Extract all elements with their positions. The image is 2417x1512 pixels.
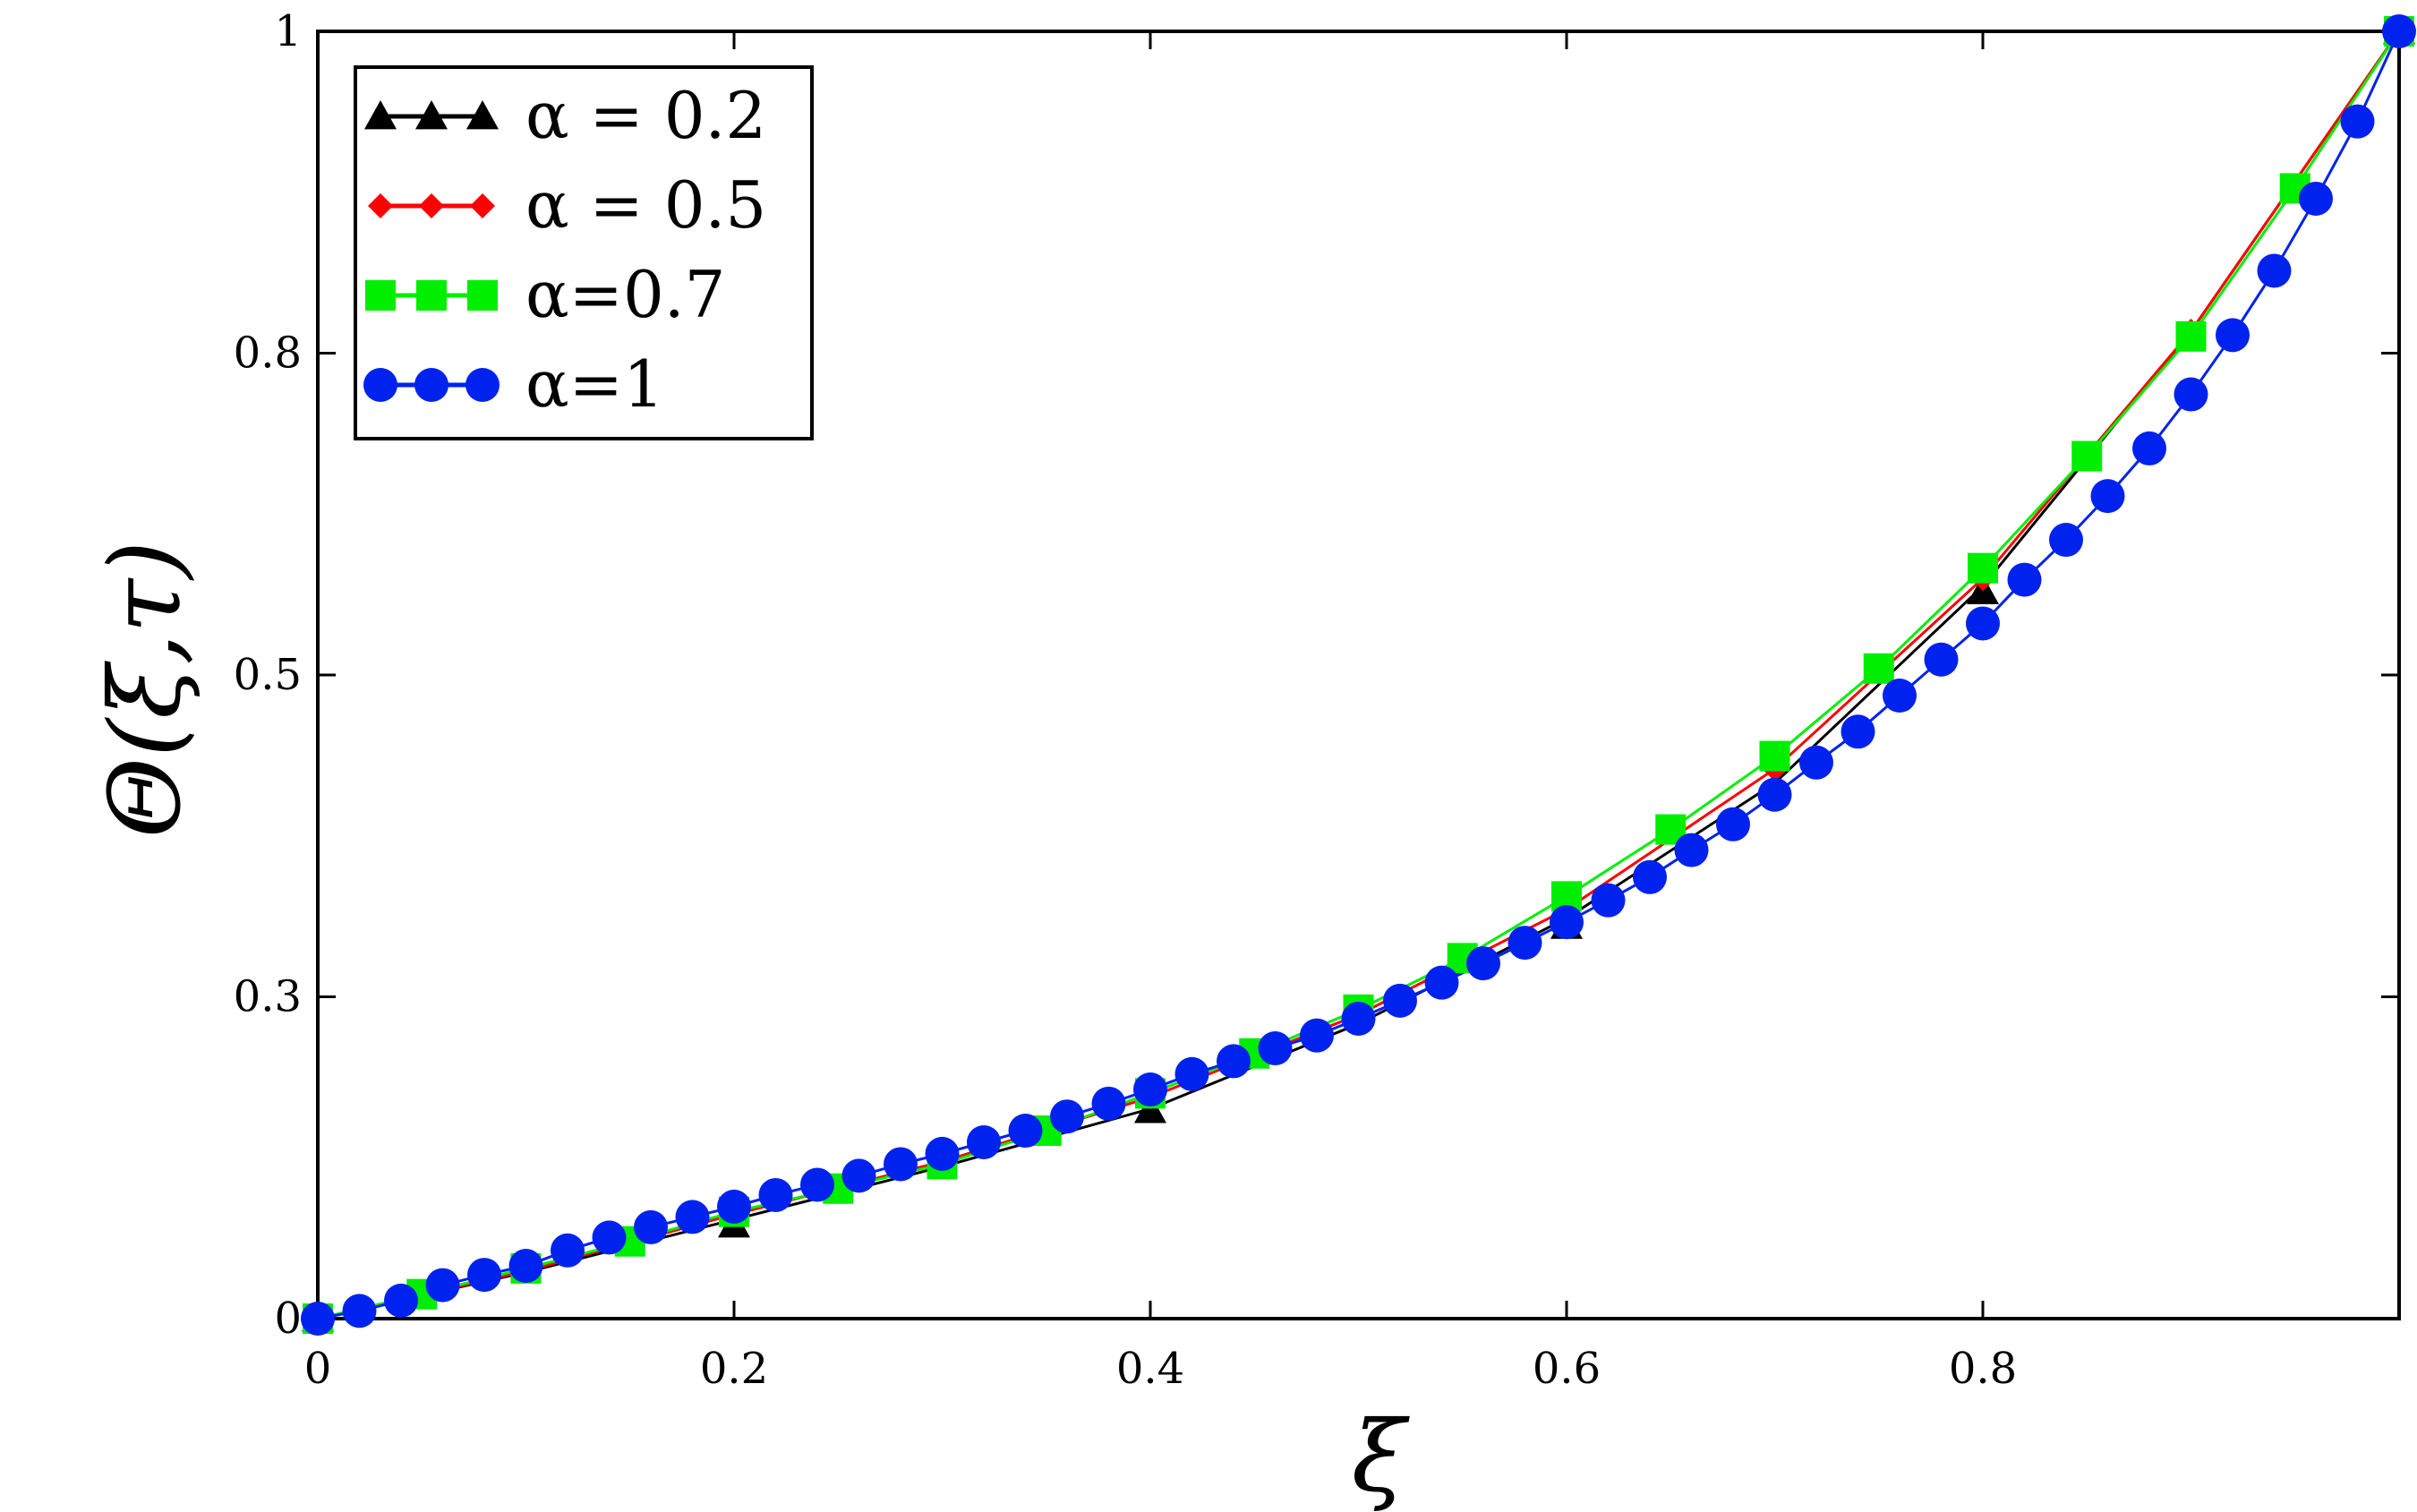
axis-tick-labels: 0 0.2 0.4 0.6 0.8 0 0.3 0.5 0.8 1: [234, 6, 2018, 1394]
y-tick-label: 0.3: [234, 972, 302, 1022]
data-point: [1300, 1018, 1334, 1053]
data-point: [1966, 606, 2000, 641]
x-tick-label: 0.8: [1949, 1344, 2017, 1394]
y-axis-title: Θ(ξ,τ): [88, 541, 202, 838]
legend-label: α = 0.2: [525, 78, 766, 153]
data-point: [1591, 883, 1626, 918]
legend-item: α = 0.2: [364, 78, 766, 153]
data-point: [1863, 653, 1894, 684]
data-point: [384, 1283, 418, 1318]
data-point: [1424, 965, 1459, 1000]
data-point: [758, 1177, 793, 1212]
data-point: [508, 1249, 543, 1284]
series-markers: [301, 14, 2416, 1336]
data-point: [2175, 320, 2207, 352]
data-point: [2340, 104, 2375, 139]
data-point: [800, 1167, 834, 1202]
series-points-3: [301, 14, 2416, 1336]
data-point: [1050, 1099, 1084, 1134]
data-point: [2090, 479, 2125, 514]
legend-marker: [415, 100, 448, 130]
legend-item: α=1: [363, 346, 664, 422]
legend-item: α=0.7: [365, 257, 725, 332]
y-tick-label: 0.8: [234, 329, 302, 379]
data-point: [1383, 983, 1417, 1018]
legend-marker: [416, 280, 447, 311]
data-point: [717, 1189, 751, 1224]
y-tick-label: 0: [274, 1294, 302, 1344]
data-point: [1968, 552, 1998, 584]
legend-marker: [363, 368, 397, 402]
y-tick-label: 1: [274, 6, 302, 56]
x-axis-title: ξ: [1352, 1399, 1411, 1512]
data-point: [1759, 740, 1790, 772]
data-point: [2216, 318, 2250, 353]
x-tick-label: 0: [304, 1344, 332, 1394]
legend-marker: [466, 100, 499, 130]
legend-label: α=0.7: [525, 257, 725, 332]
data-point: [967, 1124, 1001, 1159]
data-point: [634, 1209, 668, 1244]
x-tick-label: 0.6: [1533, 1344, 1601, 1394]
data-point: [1757, 777, 1792, 812]
data-point: [301, 1302, 335, 1336]
data-point: [592, 1220, 627, 1255]
data-point: [1008, 1114, 1043, 1149]
data-point: [1341, 1001, 1376, 1036]
data-point: [551, 1233, 585, 1268]
data-point: [2071, 440, 2103, 472]
legend-label: α = 0.5: [525, 167, 766, 243]
data-point: [1799, 745, 1833, 780]
y-tick-label: 0.5: [234, 650, 302, 700]
data-point: [2007, 562, 2042, 597]
legend-marker: [368, 193, 393, 218]
data-point: [2049, 523, 2083, 558]
legend-item: α = 0.5: [368, 167, 766, 243]
legend-marker: [419, 193, 444, 218]
data-point: [1258, 1031, 1293, 1066]
data-point: [2132, 431, 2166, 466]
data-point: [1507, 926, 1542, 961]
data-point: [2382, 14, 2416, 48]
legend-label: α=1: [525, 346, 664, 422]
data-point: [425, 1268, 460, 1303]
legend-marker: [467, 280, 498, 311]
x-tick-label: 0.4: [1116, 1344, 1184, 1394]
data-point: [884, 1147, 918, 1182]
legend-marker: [465, 368, 500, 402]
legend: α = 0.2 α = 0.5 α=0.7 α=1: [354, 65, 814, 440]
legend-marker: [414, 368, 448, 402]
data-point: [1883, 679, 1917, 713]
data-point: [467, 1258, 501, 1293]
data-point: [1466, 946, 1500, 981]
data-point: [675, 1200, 710, 1234]
legend-marker: [364, 100, 397, 130]
data-point: [1550, 905, 1584, 940]
data-point: [342, 1294, 377, 1328]
data-point: [1716, 807, 1750, 841]
data-point: [1133, 1072, 1167, 1107]
data-point: [925, 1136, 960, 1171]
data-point: [2299, 181, 2333, 216]
data-point: [1217, 1044, 1251, 1079]
data-point: [841, 1158, 876, 1193]
data-point: [1674, 833, 1709, 867]
data-point: [1091, 1086, 1126, 1121]
data-point: [1633, 859, 1667, 894]
data-point: [1841, 714, 1875, 749]
data-point: [2257, 253, 2292, 288]
data-point: [1924, 642, 1959, 677]
legend-marker: [365, 280, 396, 311]
x-tick-label: 0.2: [700, 1344, 768, 1394]
data-point: [2174, 377, 2208, 412]
data-point: [1174, 1056, 1209, 1091]
axis-ticks: [316, 30, 2399, 1320]
legend-marker: [470, 193, 495, 218]
